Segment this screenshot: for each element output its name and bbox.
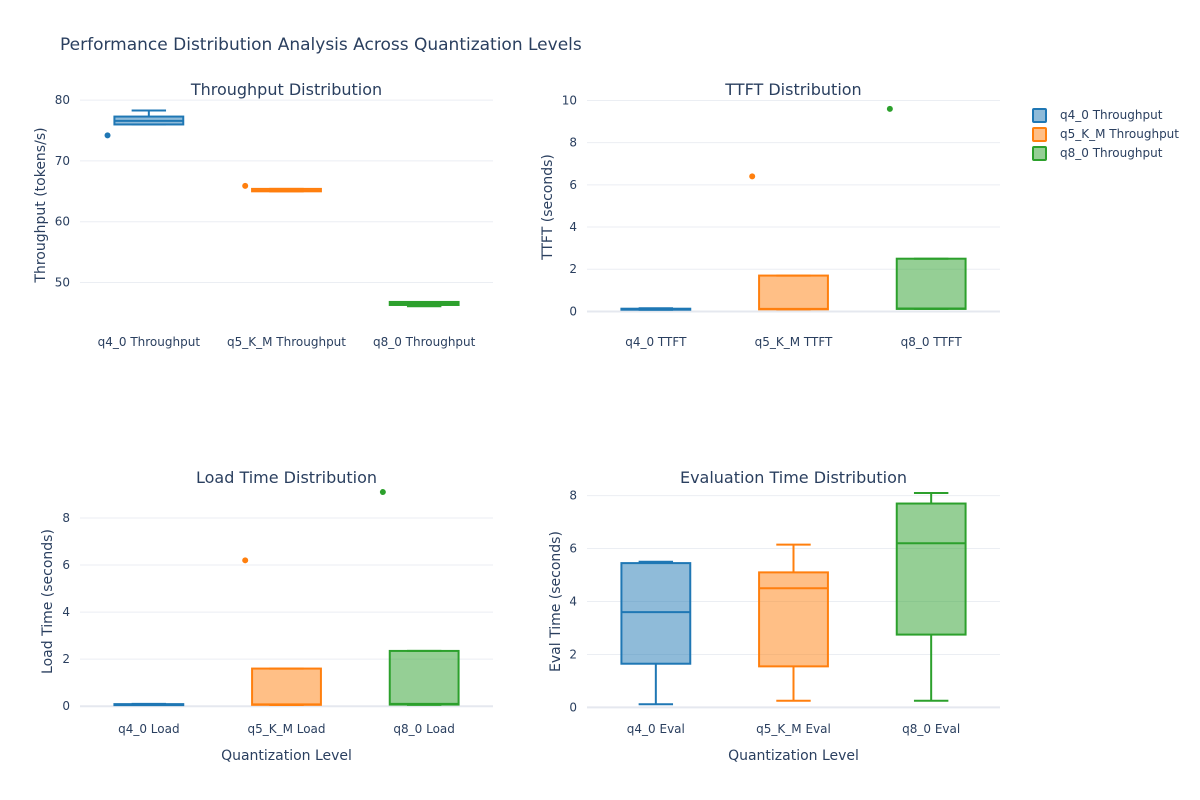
x-tick-label: q8_0 Throughput [373, 335, 476, 349]
box-q5-k-m-throughput[interactable] [242, 182, 322, 193]
y-tick-label: 2 [569, 647, 577, 661]
x-tick-label: q4_0 Eval [627, 722, 685, 736]
figure-title: Performance Distribution Analysis Across… [60, 35, 582, 55]
y-tick-label: 60 [55, 215, 70, 229]
y-tick-label: 0 [569, 304, 577, 318]
box-q5-k-m-ttft[interactable] [749, 173, 829, 311]
x-tick-label: q8_0 Eval [902, 722, 960, 736]
outlier-point [379, 489, 386, 496]
legend-label: q8_0 Throughput [1060, 146, 1163, 160]
box-q4-0-ttft[interactable] [620, 307, 692, 311]
y-axis-title: Eval Time (seconds) [548, 531, 564, 672]
legend-label: q4_0 Throughput [1060, 108, 1163, 122]
x-tick-label: q8_0 TTFT [901, 335, 963, 349]
y-tick-label: 2 [62, 652, 70, 666]
y-tick-label: 50 [55, 275, 70, 289]
y-tick-label: 6 [62, 558, 70, 572]
legend-item[interactable]: q5_K_M Throughput [1032, 127, 1179, 142]
y-axis-title: Load Time (seconds) [40, 529, 56, 674]
x-tick-label: q8_0 Load [393, 722, 455, 736]
subplot-2: 0 2 4 6 8 10 TTFT Distribution TTFT (seconds) q4… [540, 80, 1000, 349]
y-tick-label: 8 [62, 511, 70, 525]
box-iqr [620, 562, 692, 665]
legend-item[interactable]: q8_0 Throughput [1032, 146, 1163, 161]
x-tick-label: q4_0 Throughput [98, 335, 201, 349]
y-tick-label: 80 [55, 93, 70, 107]
box-q5-k-m-load[interactable] [242, 557, 322, 707]
box-iqr [895, 257, 967, 310]
y-tick-label: 4 [569, 595, 577, 609]
box-q8-0-load[interactable] [379, 489, 460, 706]
box-q4-0-throughput[interactable] [104, 109, 185, 139]
y-tick-label: 2 [569, 262, 577, 276]
y-tick-label: 10 [562, 93, 577, 107]
box-iqr [251, 667, 322, 706]
x-tick-label: q5_K_M Eval [756, 722, 831, 736]
box-iqr [388, 649, 460, 706]
y-tick-label: 70 [55, 154, 70, 168]
x-tick-label: q5_K_M TTFT [755, 335, 833, 349]
outlier-point [242, 182, 249, 189]
outlier-point [104, 132, 111, 139]
box-q4-0-eval[interactable] [620, 560, 692, 706]
legend-label: q5_K_M Throughput [1060, 127, 1179, 141]
y-tick-label: 8 [569, 489, 577, 503]
y-axis-title: Throughput (tokens/s) [33, 127, 49, 283]
x-tick-label: q4_0 Load [118, 722, 180, 736]
box-q8-0-eval[interactable] [895, 491, 967, 702]
y-tick-label: 4 [569, 220, 577, 234]
box-q8-0-throughput[interactable] [388, 300, 460, 308]
subplot-title: Throughput Distribution [190, 80, 382, 99]
subplot-title: TTFT Distribution [724, 80, 861, 99]
y-axis-title: TTFT (seconds) [540, 154, 556, 261]
legend-swatch [1032, 127, 1047, 142]
x-axis-title: Quantization Level [221, 748, 352, 764]
box-q5-k-m-eval[interactable] [758, 543, 829, 702]
legend-swatch [1032, 146, 1047, 161]
legend: q4_0 Throughput q5_K_M Throughput q8_0 Thr… [1032, 108, 1179, 161]
legend-swatch [1032, 108, 1047, 123]
x-tick-label: q5_K_M Throughput [227, 335, 346, 349]
x-axis-title: Quantization Level [728, 748, 859, 764]
subplot-1: 50 60 70 80 Throughput Distribution Throughpu… [33, 80, 493, 349]
subplot-4: 0 2 4 6 8 Evaluation Time Distribution Eval Ti… [548, 468, 1000, 764]
x-tick-label: q5_K_M Load [247, 722, 325, 736]
subplot-title: Load Time Distribution [196, 468, 377, 487]
outlier-point [886, 105, 893, 112]
box-iqr [758, 571, 829, 668]
y-tick-label: 6 [569, 178, 577, 192]
box-q8-0-ttft[interactable] [886, 105, 967, 310]
y-tick-label: 0 [62, 699, 70, 713]
y-tick-label: 8 [569, 136, 577, 150]
x-tick-label: q4_0 TTFT [625, 335, 687, 349]
outlier-point [242, 557, 249, 564]
y-tick-label: 0 [569, 700, 577, 714]
box-q4-0-load[interactable] [113, 702, 185, 707]
outlier-point [749, 173, 756, 180]
legend-item[interactable]: q4_0 Throughput [1032, 108, 1163, 123]
box-iqr [758, 274, 829, 311]
y-tick-label: 6 [569, 542, 577, 556]
box-iqr [895, 502, 967, 636]
subplot-title: Evaluation Time Distribution [680, 468, 907, 487]
y-tick-label: 4 [62, 605, 70, 619]
subplot-3: 0 2 4 6 8 Load Time Distribution Load Time (se… [40, 468, 493, 764]
